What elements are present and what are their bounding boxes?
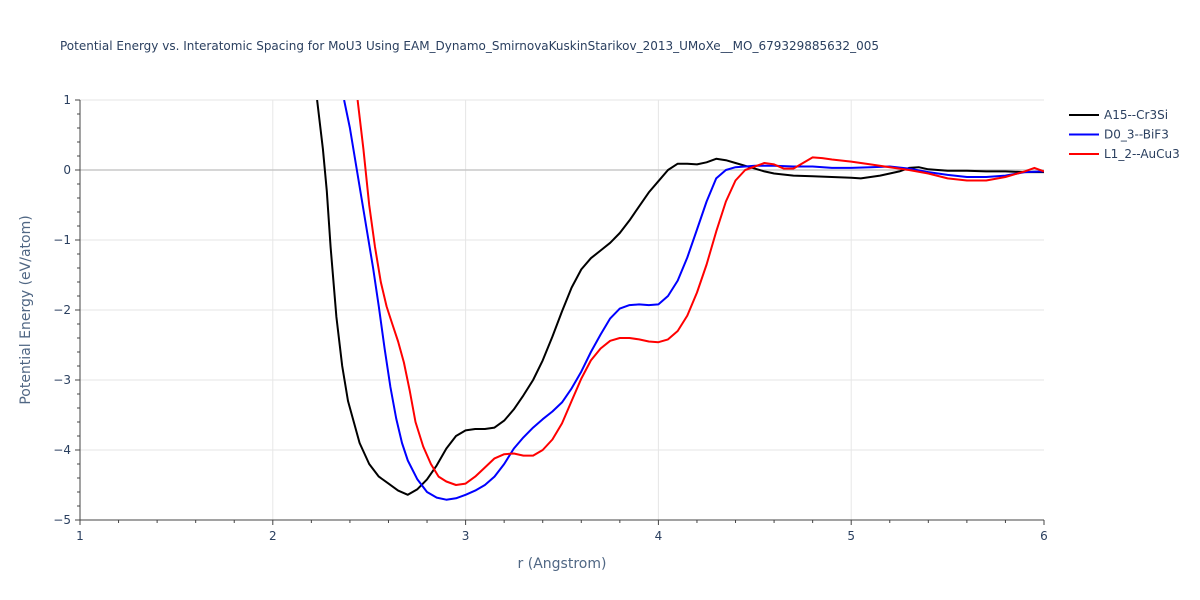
y-tick-label: −4 (53, 443, 71, 457)
y-tick-label: −3 (53, 373, 71, 387)
x-axis-title: r (Angstrom) (518, 556, 607, 572)
y-tick-label: −2 (53, 303, 71, 317)
x-tick-label: 1 (76, 529, 84, 543)
legend-label: L1_2--AuCu3 (1104, 147, 1180, 161)
legend-item-2[interactable]: L1_2--AuCu3 (1069, 147, 1180, 161)
y-axis-title: Potential Energy (eV/atom) (18, 215, 34, 404)
legend-label: D0_3--BiF3 (1104, 128, 1169, 142)
series-line-0 (316, 100, 1044, 496)
chart-title: Potential Energy vs. Interatomic Spacing… (60, 39, 879, 53)
axes: 1 2 3 4 5 6 1 0 −1 −2 −3 −4 −5 (53, 93, 1048, 543)
legend-label: A15--Cr3Si (1104, 108, 1168, 122)
y-tick-label: 1 (63, 93, 71, 107)
grid (80, 99, 1044, 520)
y-tick-label: −1 (53, 233, 71, 247)
series-lines (316, 100, 1044, 501)
x-tick-label: 3 (462, 529, 470, 543)
legend-item-1[interactable]: D0_3--BiF3 (1069, 128, 1169, 142)
legend-item-0[interactable]: A15--Cr3Si (1069, 108, 1168, 122)
x-tick-label: 6 (1040, 529, 1048, 543)
x-tick-label: 4 (655, 529, 663, 543)
y-tick-label: 0 (63, 163, 71, 177)
y-tick-label: −5 (53, 513, 71, 527)
x-tick-label: 5 (847, 529, 855, 543)
x-tick-label: 2 (269, 529, 277, 543)
series-line-2 (356, 100, 1044, 486)
legend[interactable]: A15--Cr3Si D0_3--BiF3 L1_2--AuCu3 (1069, 108, 1180, 161)
series-line-1 (343, 100, 1044, 501)
